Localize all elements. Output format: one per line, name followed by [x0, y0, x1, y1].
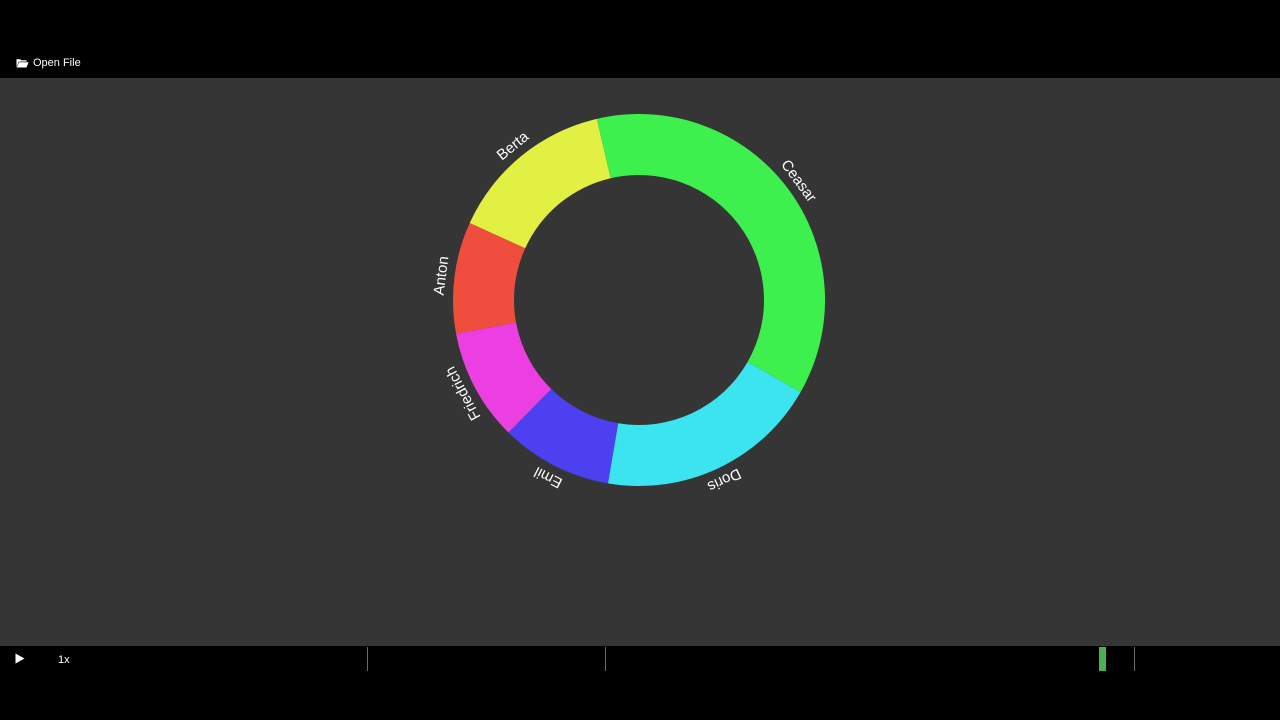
top-toolbar: Open File: [0, 0, 1280, 78]
timeline-scrubber[interactable]: [90, 646, 1280, 672]
donut-segment-ceasar: [596, 113, 826, 393]
donut-segment-friedrich: [456, 322, 552, 433]
open-file-label: Open File: [33, 57, 81, 69]
speed-button[interactable]: 1x: [58, 654, 70, 666]
play-icon: [15, 651, 25, 669]
donut-label-anton: Anton: [431, 255, 453, 296]
play-button[interactable]: [10, 651, 30, 669]
player-controls: 1x: [0, 646, 1280, 720]
folder-open-icon: [16, 58, 29, 68]
donut-segment-anton: [453, 222, 526, 334]
donut-segment-berta: [469, 118, 611, 249]
donut-segment-doris: [607, 361, 801, 486]
chart-stage: Anton Berta Ceasar Doris Emil Friedrich: [0, 78, 1280, 646]
timeline-marker: [1134, 647, 1135, 671]
donut-segment-emil: [508, 389, 619, 484]
open-file-button[interactable]: Open File: [14, 55, 83, 71]
timeline-playhead[interactable]: [1099, 647, 1106, 671]
timeline-marker: [367, 647, 368, 671]
timeline-marker: [605, 647, 606, 671]
